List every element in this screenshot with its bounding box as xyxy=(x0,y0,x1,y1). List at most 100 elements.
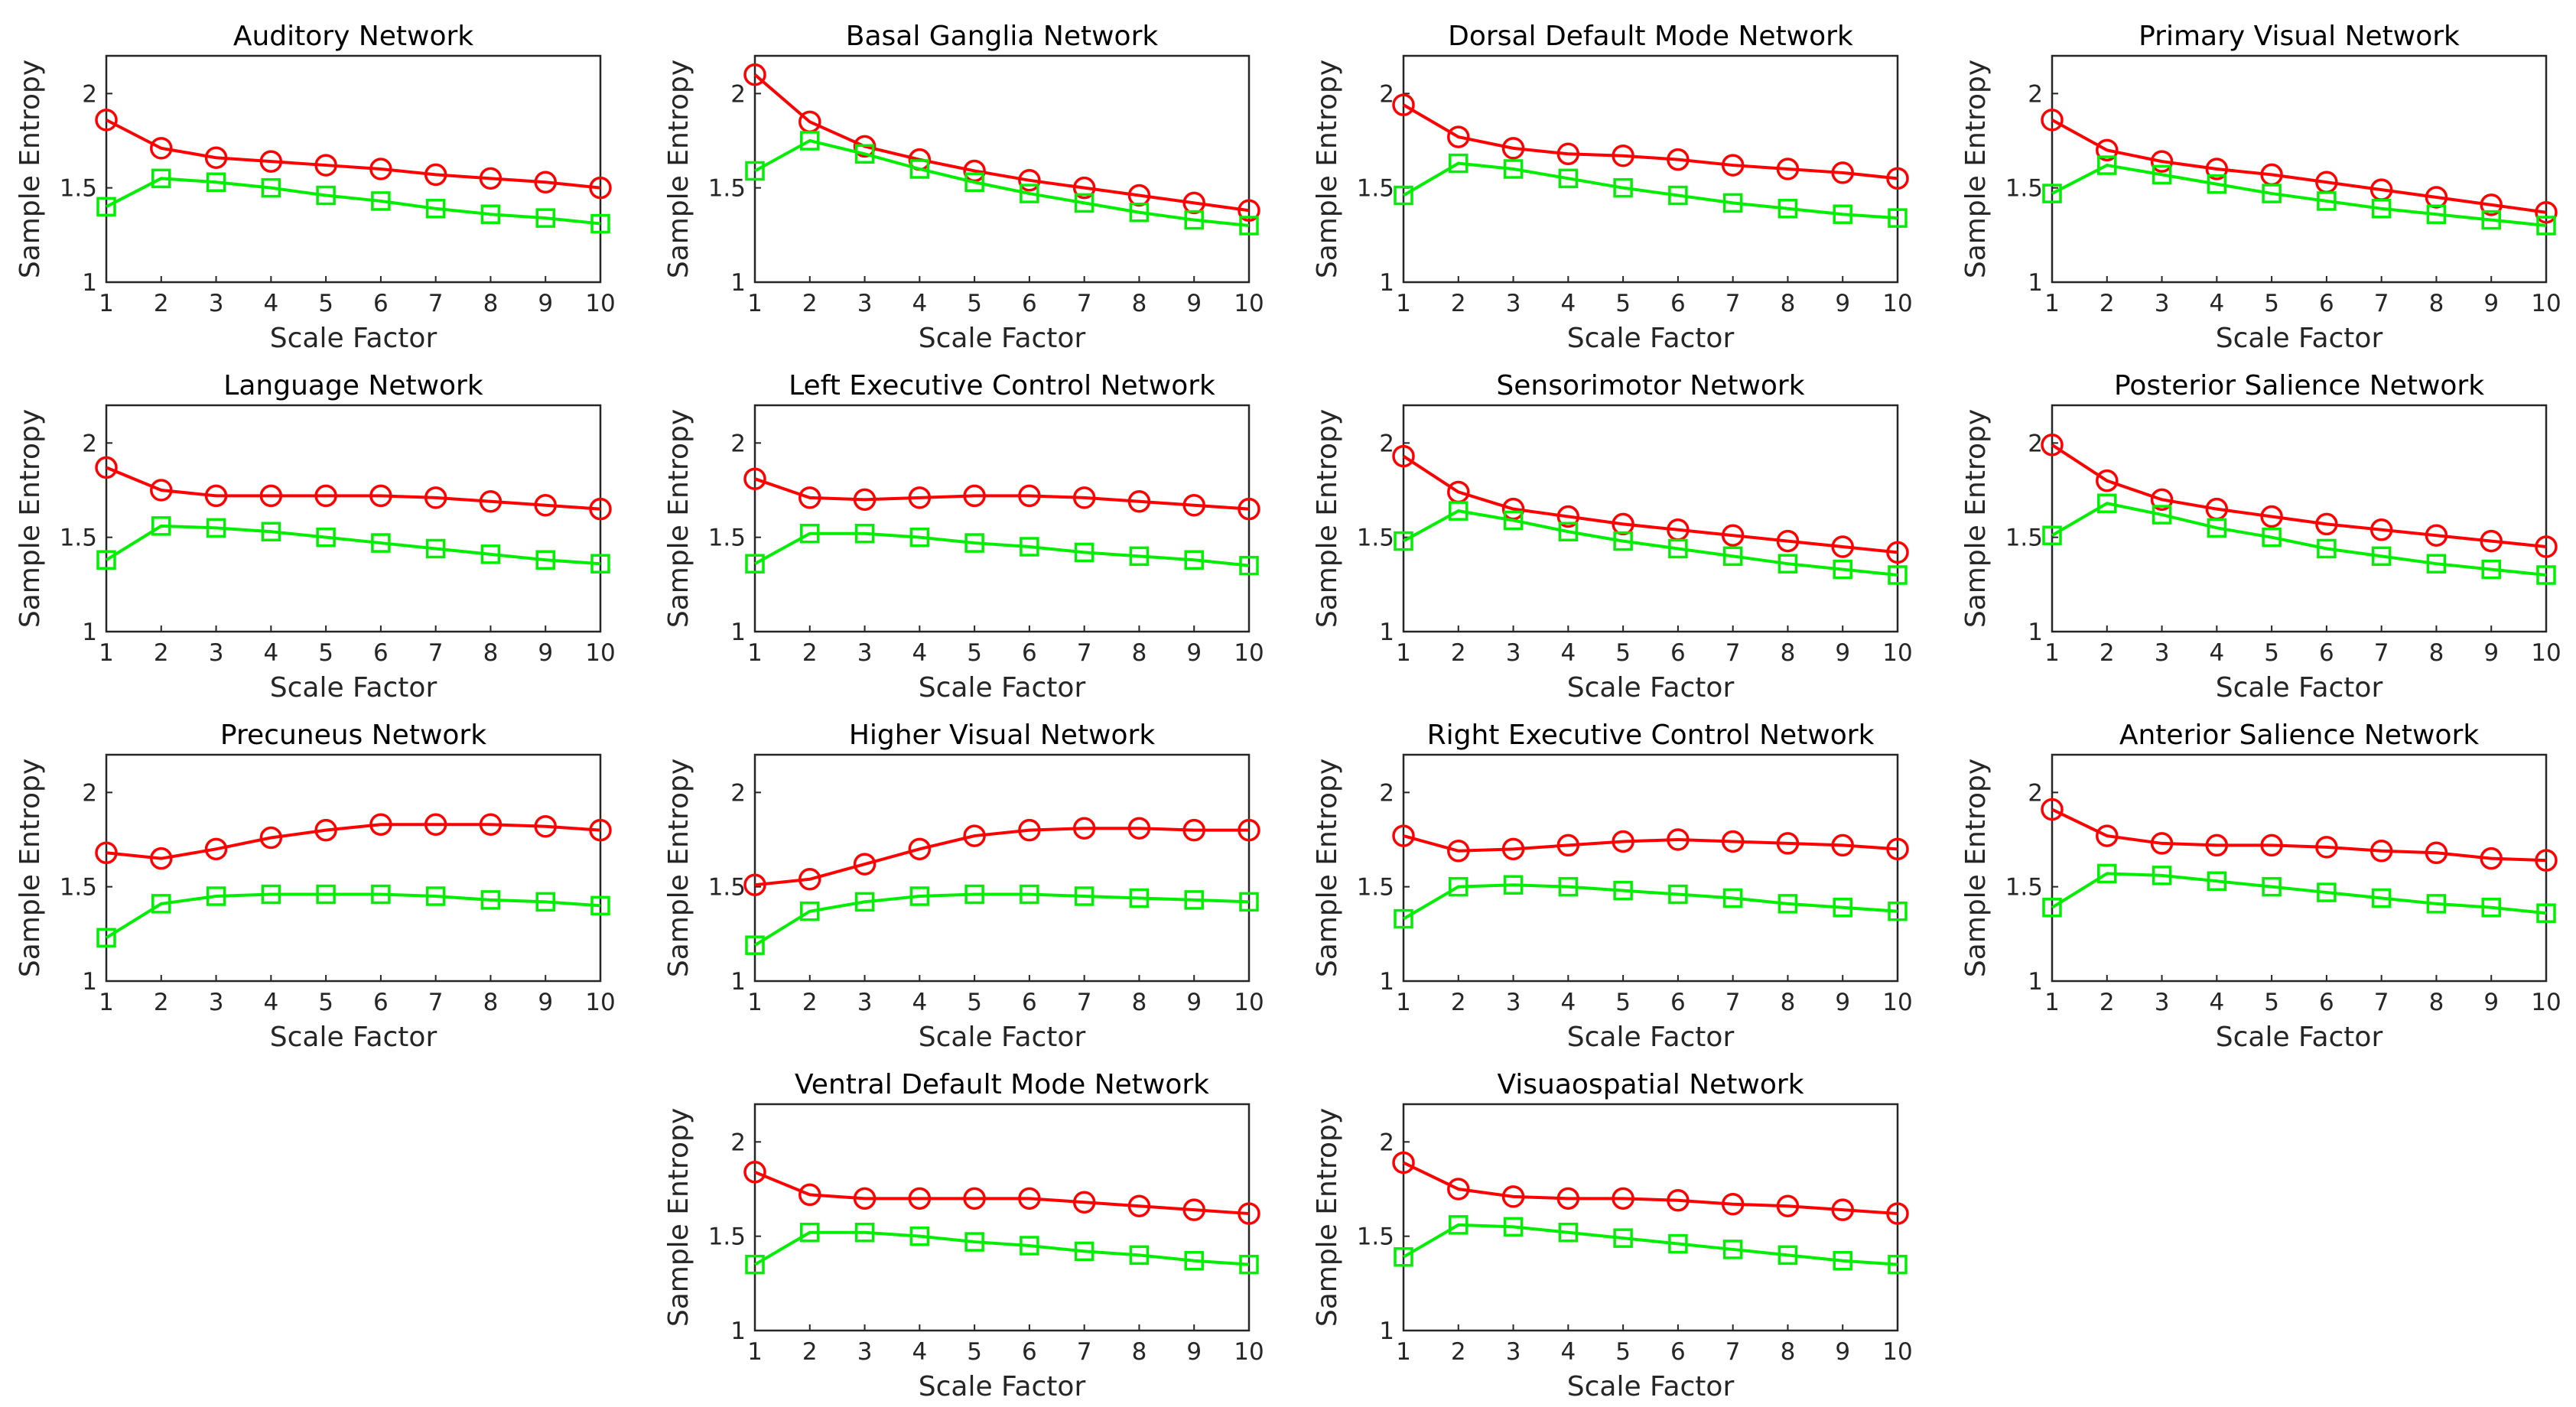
data-point xyxy=(2150,150,2174,173)
data-point xyxy=(1613,880,1633,901)
y-tick-label: 1.5 xyxy=(60,175,97,203)
x-tick-label: 4 xyxy=(912,639,927,667)
data-point xyxy=(1558,1222,1579,1243)
data-point xyxy=(96,550,116,570)
x-tick-label: 3 xyxy=(2155,639,2170,667)
data-point xyxy=(1020,537,1039,557)
y-tick-label: 2 xyxy=(1379,779,1394,807)
data-point xyxy=(1722,1240,1743,1259)
series-line xyxy=(754,138,1250,227)
series-line xyxy=(1402,1223,1898,1266)
x-tick-label: 7 xyxy=(1725,1338,1741,1366)
y-tick-label: 1 xyxy=(1379,269,1394,297)
chart-panel-5: 1 1.5 2 1 2 3 4 5 6 7 8 9 10 Language Network Scale Fa… xyxy=(15,370,616,704)
series-green xyxy=(96,516,610,574)
y-tick-label: 1 xyxy=(2028,968,2043,996)
data-point xyxy=(1020,1236,1039,1256)
data-point xyxy=(908,486,932,509)
x-axis-label: Scale Factor xyxy=(1567,1371,1735,1402)
chart-title: Ventral Default Mode Network xyxy=(795,1069,1209,1100)
x-tick-label: 8 xyxy=(1781,639,1796,667)
data-point xyxy=(1721,1192,1745,1216)
data-point xyxy=(371,884,391,905)
y-axis-label: Sample Entropy xyxy=(15,409,46,628)
data-point xyxy=(1776,158,1800,180)
data-point xyxy=(96,197,116,217)
plot-area xyxy=(1402,54,1899,284)
y-tick-label: 1 xyxy=(730,619,746,646)
data-point xyxy=(1449,153,1469,174)
data-point xyxy=(589,818,612,842)
plot-area xyxy=(753,404,1251,633)
data-point xyxy=(1239,216,1259,236)
y-tick-label: 1 xyxy=(82,269,97,297)
x-tick-label: 9 xyxy=(1835,290,1850,317)
data-point xyxy=(535,550,555,570)
data-point xyxy=(2481,559,2501,580)
x-tick-label: 3 xyxy=(2155,290,2170,317)
x-tick-label: 6 xyxy=(1022,1338,1037,1366)
x-tick-label: 10 xyxy=(1882,639,1912,667)
series-line xyxy=(2051,163,2547,227)
y-axis-label: Sample Entropy xyxy=(663,409,694,628)
data-point xyxy=(1833,204,1852,224)
y-axis-label: Sample Entropy xyxy=(1960,409,1992,628)
data-point xyxy=(2536,565,2556,585)
x-tick-label: 2 xyxy=(802,639,818,667)
x-tick-label: 9 xyxy=(538,290,553,317)
chart-panel-12: 1 1.5 2 1 2 3 4 5 6 7 8 9 10 Anterior Salience Networ… xyxy=(1960,720,2561,1053)
series-line xyxy=(1403,509,1898,577)
y-axis-label: Sample Entropy xyxy=(1312,60,1343,278)
x-tick-label: 1 xyxy=(747,639,763,667)
x-tick-label: 6 xyxy=(1670,989,1686,1016)
x-tick-label: 7 xyxy=(2374,639,2389,667)
series-line xyxy=(1402,161,1898,220)
chart-panel-10: 1 1.5 2 1 2 3 4 5 6 7 8 9 10 Higher Visual Network Sca… xyxy=(663,720,1264,1053)
data-point xyxy=(963,824,986,847)
data-point xyxy=(1239,892,1259,912)
chart-title: Right Executive Control Network xyxy=(1427,720,1875,751)
x-tick-label: 1 xyxy=(99,989,114,1016)
data-point xyxy=(1558,876,1579,897)
data-point xyxy=(2152,505,2172,525)
chart-panel-6: 1 1.5 2 1 2 3 4 5 6 7 8 9 10 Left Executive Control N… xyxy=(663,370,1264,704)
x-tick-label: 6 xyxy=(373,290,389,317)
x-tick-label: 4 xyxy=(1560,290,1576,317)
x-tick-label: 3 xyxy=(1506,290,1521,317)
data-point xyxy=(1556,505,1580,528)
data-point xyxy=(2317,191,2337,211)
plot-area xyxy=(2051,753,2548,983)
x-tick-label: 2 xyxy=(2100,290,2115,317)
data-point xyxy=(1392,93,1415,116)
data-point xyxy=(2150,832,2174,855)
plot-area xyxy=(1402,404,1899,633)
data-point xyxy=(2260,505,2283,528)
chart-title: Language Network xyxy=(223,370,483,401)
data-point xyxy=(2371,546,2392,567)
plot-area xyxy=(753,54,1251,284)
chart-title: Left Executive Control Network xyxy=(789,370,1215,401)
data-point xyxy=(2480,193,2503,216)
data-point xyxy=(2481,210,2501,230)
data-point xyxy=(1018,1187,1041,1210)
data-point xyxy=(1074,886,1094,906)
data-point xyxy=(1184,890,1204,910)
x-tick-label: 8 xyxy=(1132,639,1147,667)
y-tick-label: 2 xyxy=(730,779,746,807)
data-point xyxy=(745,1254,765,1275)
x-tick-label: 3 xyxy=(209,290,224,317)
series-line xyxy=(105,524,601,566)
data-point xyxy=(425,886,446,906)
x-axis-label: Scale Factor xyxy=(270,1022,437,1053)
x-tick-label: 10 xyxy=(1882,1338,1912,1366)
chart-title: Anterior Salience Network xyxy=(2119,720,2480,751)
x-tick-label: 6 xyxy=(1022,989,1037,1016)
y-tick-label: 2 xyxy=(730,80,746,108)
x-tick-label: 10 xyxy=(1234,290,1264,317)
x-axis-label: Scale Factor xyxy=(270,672,437,704)
data-point xyxy=(1501,837,1525,861)
data-point xyxy=(745,935,765,955)
x-tick-label: 5 xyxy=(2264,639,2279,667)
x-tick-label: 1 xyxy=(747,1338,763,1366)
x-tick-label: 1 xyxy=(99,290,114,317)
